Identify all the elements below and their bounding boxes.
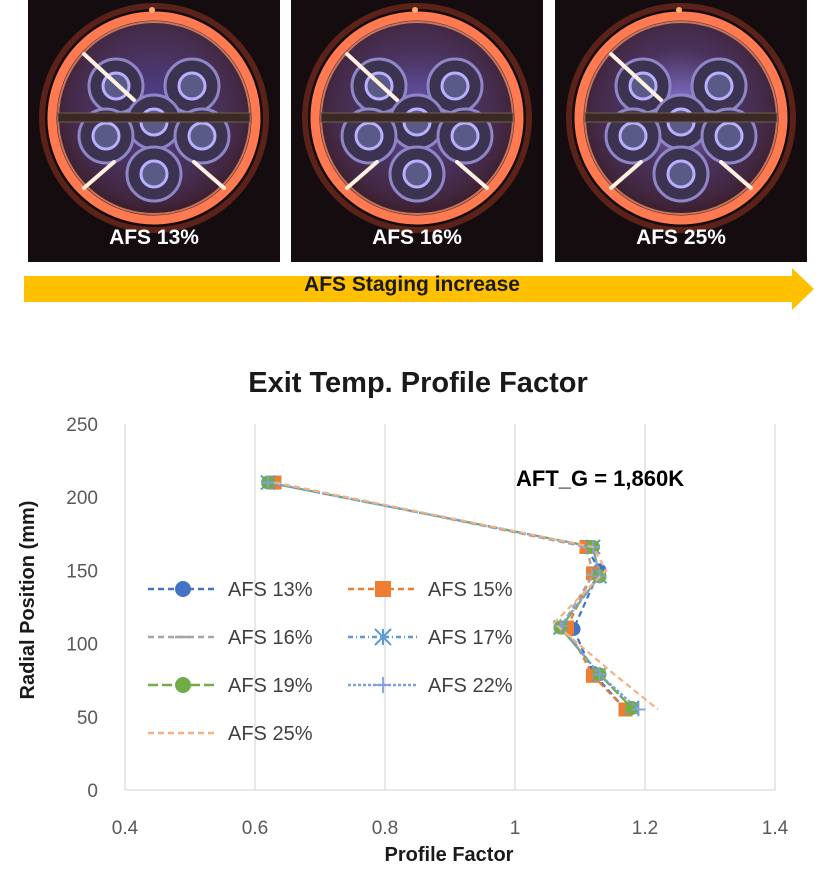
data-point [175, 581, 191, 597]
chart-legend: AFS 13% AFS 15% AFS 16% AFS 17% AFS 19% AFS 2… [148, 579, 513, 745]
nozzle-core [91, 121, 121, 151]
y-axis-label: Radial Position (mm) [17, 501, 39, 700]
chart-series [260, 474, 659, 717]
series-afs-22- [261, 475, 646, 717]
top-spark [149, 7, 155, 13]
nozzle-core [139, 159, 169, 189]
chart-title: Exit Temp. Profile Factor [248, 367, 587, 399]
legend-item: AFS 17% [348, 627, 513, 649]
top-spark [676, 7, 682, 13]
flame-photo-afs-25: AFS 25% [555, 0, 807, 262]
legend-label: AFS 25% [228, 723, 313, 745]
data-point [175, 677, 191, 693]
legend-label: AFS 22% [428, 675, 513, 697]
legend-item: AFS 25% [148, 723, 313, 745]
photo-caption: AFS 16% [372, 226, 462, 249]
y-tick-label: 250 [66, 415, 98, 436]
nozzle-core [450, 121, 480, 151]
outer-casing [302, 3, 532, 233]
flame-photo-afs-13: AFS 13% [28, 0, 280, 262]
igniter-glint [82, 160, 116, 190]
series-line [267, 481, 640, 711]
flame-photo-afs-16: AFS 16% [291, 0, 543, 262]
series-line [274, 481, 659, 711]
outer-casing [39, 3, 269, 233]
igniter-glint [345, 160, 379, 190]
photo-caption: AFS 25% [636, 226, 726, 249]
nozzle-core [177, 71, 207, 101]
y-tick-label: 100 [66, 635, 98, 656]
data-point [631, 702, 646, 717]
legend-item: AFS 13% [148, 579, 313, 601]
x-tick-label: 0.6 [242, 818, 268, 839]
legend-label: AFS 17% [428, 627, 513, 649]
nozzle-core [440, 71, 470, 101]
x-tick-label: 1.2 [632, 818, 658, 839]
data-point [374, 628, 392, 646]
photo-caption: AFS 13% [109, 226, 199, 249]
flame-photo-graphic [291, 0, 543, 262]
legend-label: AFS 16% [228, 627, 313, 649]
x-axis-label: Profile Factor [385, 844, 514, 866]
y-tick-label: 0 [87, 781, 98, 802]
legend-label: AFS 13% [228, 579, 313, 601]
arrow-shape [24, 268, 814, 310]
data-point [261, 475, 275, 490]
igniter-glint [192, 160, 226, 190]
igniter-glint [719, 160, 753, 190]
top-spark [412, 7, 418, 13]
aft-annotation: AFT_G = 1,860K [516, 466, 684, 491]
nozzle-core [704, 71, 734, 101]
probe-bar [320, 112, 514, 123]
data-point [625, 701, 639, 716]
data-point [553, 619, 568, 634]
profile-factor-chart: Exit Temp. Profile Factor 0.4 0.6 0.8 1 1.2 1… [17, 367, 789, 866]
igniter-glint [82, 52, 136, 102]
data-point [375, 677, 391, 693]
x-tick-label: 0.4 [112, 818, 139, 839]
x-tick-label: 1 [510, 818, 521, 839]
probe-bar [57, 112, 251, 123]
nozzle-core [618, 121, 648, 151]
legend-item: AFS 19% [148, 675, 313, 697]
probe-bar [584, 112, 778, 123]
flame-photo-graphic [28, 0, 280, 262]
nozzle-core [187, 121, 217, 151]
legend-label: AFS 15% [428, 579, 513, 601]
flame-photo-graphic [555, 0, 807, 262]
x-tick-label: 1.4 [762, 818, 789, 839]
staging-arrow-label: AFS Staging increase [304, 273, 520, 296]
nozzle-core [666, 159, 696, 189]
igniter-glint [609, 52, 663, 102]
igniter-glint [609, 160, 643, 190]
chart-grid [124, 424, 776, 791]
legend-item: AFS 22% [348, 675, 513, 697]
nozzle-core [402, 159, 432, 189]
axis-ticks: 0.4 0.6 0.8 1 1.2 1.4 0 50 100 150 200 250 [66, 415, 788, 839]
staging-arrow [24, 268, 814, 310]
outer-casing [566, 3, 796, 233]
igniter-glint [455, 160, 489, 190]
igniter-glint [345, 52, 399, 102]
legend-item: AFS 15% [348, 579, 513, 601]
series-line [267, 481, 633, 709]
x-tick-label: 0.8 [372, 818, 398, 839]
y-tick-label: 200 [66, 488, 98, 509]
data-point [592, 667, 607, 682]
data-point [375, 581, 391, 597]
legend-label: AFS 19% [228, 675, 313, 697]
legend-item: AFS 16% [148, 627, 313, 649]
series-afs-25- [274, 481, 659, 711]
nozzle-core [714, 121, 744, 151]
nozzle-core [354, 121, 384, 151]
y-tick-label: 150 [66, 561, 98, 582]
y-tick-label: 50 [77, 708, 98, 729]
